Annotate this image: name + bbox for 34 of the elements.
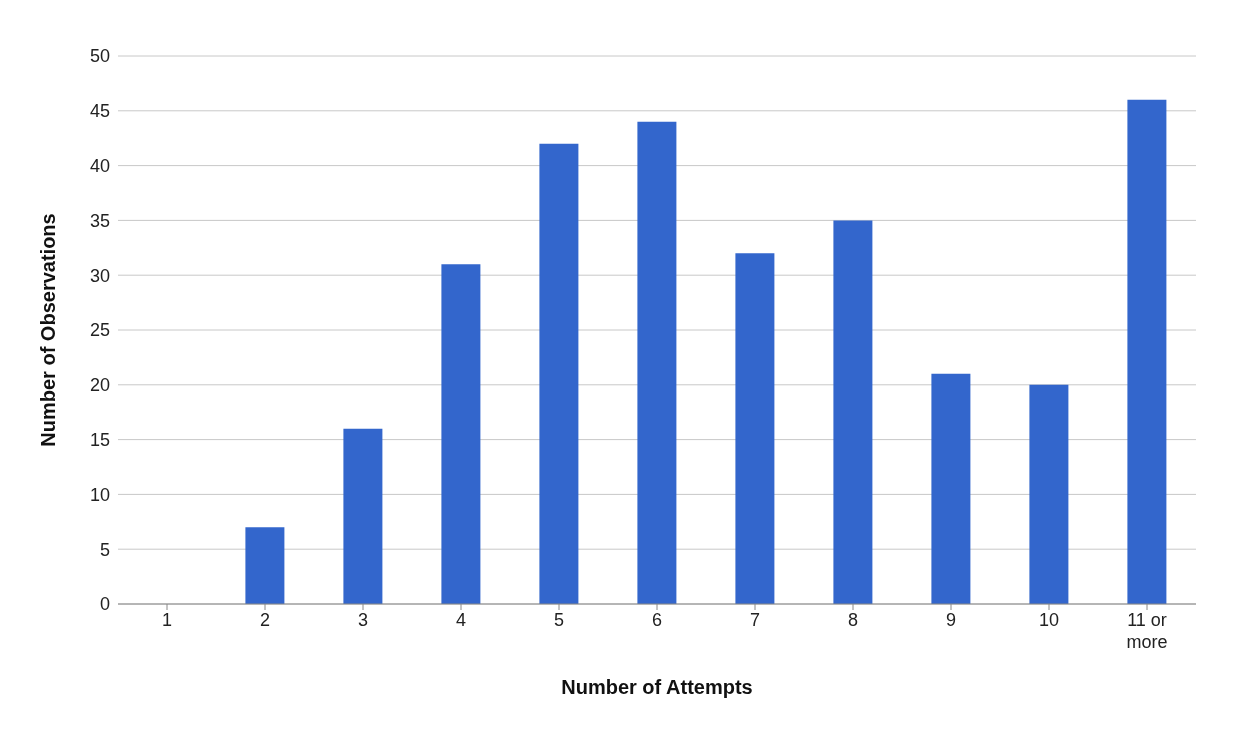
y-tick-label: 45 <box>89 101 110 122</box>
bar <box>833 220 873 604</box>
x-tick-label: 11 or more <box>1126 610 1168 652</box>
x-tick-label: 5 <box>553 610 565 630</box>
bar <box>441 264 481 604</box>
y-tick-label: 15 <box>89 429 110 450</box>
y-tick-label: 5 <box>99 539 110 560</box>
bar <box>343 428 383 604</box>
bar <box>931 373 971 604</box>
bar <box>735 253 775 604</box>
x-tick-label: 7 <box>749 610 761 630</box>
x-tick-label: 9 <box>945 610 957 630</box>
bar <box>245 527 285 604</box>
x-tick-label: 6 <box>651 610 663 630</box>
x-tick-label: 4 <box>455 610 467 630</box>
x-tick-label: 8 <box>847 610 859 630</box>
y-tick-label: 50 <box>89 46 110 67</box>
y-tick-label: 30 <box>89 265 110 286</box>
x-tick-label: 10 <box>1038 610 1060 630</box>
y-tick-label: 40 <box>89 155 110 176</box>
y-tick-label: 35 <box>89 210 110 231</box>
y-tick-label: 10 <box>89 484 110 505</box>
bar <box>539 143 579 604</box>
x-axis-title: Number of Attempts <box>561 676 753 698</box>
y-axis-title: Number of Observations <box>37 213 60 447</box>
bar <box>1127 99 1167 604</box>
x-tick-label: 1 <box>161 610 173 630</box>
y-tick-label: 25 <box>89 320 110 341</box>
y-tick-label: 20 <box>89 375 110 396</box>
x-tick-label: 3 <box>357 610 369 630</box>
bar <box>637 121 677 604</box>
y-tick-label: 0 <box>99 594 110 615</box>
x-tick-label: 2 <box>259 610 271 630</box>
bar <box>1029 384 1069 604</box>
